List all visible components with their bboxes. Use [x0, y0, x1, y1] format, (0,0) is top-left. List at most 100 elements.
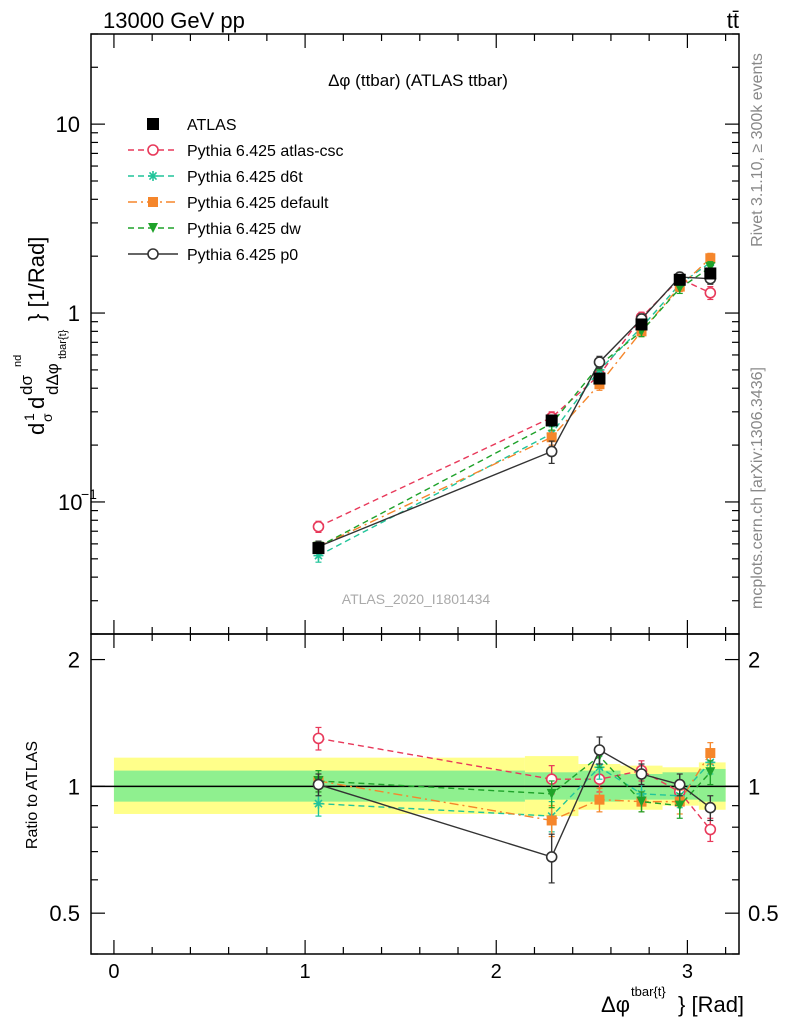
- main-line-default: [318, 257, 711, 548]
- ratio-point-p0-1: [545, 851, 558, 863]
- ratio-point-default-5: [705, 748, 716, 759]
- analysis-watermark: ATLAS_2020_I1801434: [342, 591, 491, 607]
- ratio-line-atlas_csc: [318, 737, 711, 830]
- ratio-point-dw-1: [546, 788, 557, 799]
- ratio-line-p0: [318, 749, 711, 858]
- main-point-default-5: [705, 253, 716, 264]
- main-line-dw: [318, 266, 711, 548]
- ratio-point-d6t-0-stroke-3: [314, 799, 323, 808]
- main-data-point-1: [545, 414, 558, 427]
- mcplots-reference-label: mcplots.cern.ch [arXiv:1306.3436]: [749, 367, 766, 609]
- y-label-frac-num: 1: [21, 413, 37, 421]
- legend-marker-data: [147, 118, 159, 130]
- ratio-point-default-2: [594, 794, 605, 805]
- ratio-point-dw-4: [674, 800, 685, 811]
- legend-label-p0: Pythia 6.425 p0: [187, 247, 298, 264]
- main-line-atlas_csc: [318, 277, 711, 528]
- x-label-superscript: tbar{t}: [631, 984, 666, 999]
- legend: ATLAS Pythia 6.425 atlas-csc Pythia 6.425 …: [128, 117, 344, 264]
- ratio-point-atlas_csc-0: [312, 732, 325, 745]
- main-ytick-label-0: 10−1: [58, 486, 97, 515]
- legend-marker-dw: [148, 223, 158, 233]
- main-point-default-1: [546, 432, 557, 443]
- ratio-point-default-1: [546, 815, 557, 826]
- legend-label-default: Pythia 6.425 default: [187, 195, 329, 212]
- ratio-point-p0-4: [673, 778, 686, 791]
- legend-entry-data: ATLAS: [147, 117, 237, 134]
- x-label-unit: } [Rad]: [678, 992, 744, 1017]
- main-point-atlas_csc-0: [312, 520, 325, 533]
- main-plot-title: Δφ (ttbar) (ATLAS ttbar): [328, 71, 508, 90]
- ratio-ytick-label-left-2: 2: [68, 648, 80, 673]
- legend-entry-atlas_csc: Pythia 6.425 atlas-csc: [128, 143, 344, 160]
- main-point-p0-2: [593, 356, 606, 368]
- y-label-d2: d: [24, 397, 49, 409]
- main-point-dw-4: [674, 283, 685, 294]
- main-axes: 10−1 1 10: [56, 33, 739, 635]
- legend-marker-d6t: [148, 171, 158, 181]
- x-axis-label: Δφ tbar{t} } [Rad]: [601, 984, 744, 1017]
- legend-label-dw: Pythia 6.425 dw: [187, 221, 301, 238]
- y-label-nd: nd: [12, 355, 24, 367]
- legend-marker-d6t-stroke-3: [148, 171, 158, 181]
- ratio-panel: 0.5 0.5 1 1 2 2 0 1 2 3 Ratio to ATLAS Δφ tbar{t}…: [24, 633, 779, 1017]
- ratio-plot-frame: [90, 633, 740, 955]
- ratio-y-axis-label: Ratio to ATLAS: [24, 741, 41, 849]
- y-label-d: d: [24, 423, 49, 435]
- legend-marker-p0: [147, 248, 159, 260]
- main-point-atlas_csc-5: [704, 286, 717, 299]
- main-line-p0: [318, 276, 711, 548]
- y-label-dsigma: dσ: [17, 375, 36, 395]
- main-data-point-2: [593, 372, 606, 385]
- ratio-point-dw-5: [705, 767, 716, 778]
- main-ytick-label-base-1: 1: [68, 301, 80, 326]
- rivet-version-label: Rivet 3.1.10, ≥ 300k events: [749, 53, 766, 247]
- ratio-point-dw-3: [636, 796, 647, 807]
- ratio-point-p0-3: [635, 768, 648, 780]
- main-plot-marks: [312, 252, 717, 563]
- main-point-dw-5: [705, 262, 716, 273]
- ratio-ytick-label-right-1: 1: [748, 774, 760, 799]
- main-panel: 10−1 1 10 Δφ (ttbar) (ATLAS ttbar) ATLAS_2…: [12, 33, 740, 635]
- main-ytick-label-2: 10: [56, 112, 80, 137]
- ratio-xtick-label-3: 3: [682, 961, 693, 983]
- ratio-ytick-label-left-1: 1: [68, 774, 80, 799]
- legend-label-d6t: Pythia 6.425 d6t: [187, 169, 303, 186]
- legend-label-atlas_csc: Pythia 6.425 atlas-csc: [187, 143, 344, 160]
- main-series-default: [313, 252, 716, 554]
- legend-entry-default: Pythia 6.425 default: [128, 195, 329, 212]
- legend-entry-p0: Pythia 6.425 p0: [128, 247, 298, 264]
- main-data-point-5: [704, 267, 717, 280]
- main-ytick-label-base-2: 10: [56, 112, 80, 137]
- legend-marker-atlas_csc: [147, 144, 159, 156]
- ratio-plot-marks: [312, 726, 717, 884]
- ratio-point-p0-5: [704, 801, 717, 814]
- legend-marker-default: [148, 197, 158, 207]
- ratio-point-p0-0: [312, 778, 325, 791]
- y-label-ddphi: dΔφ: [43, 363, 62, 395]
- ratio-xtick-label-2: 2: [491, 961, 502, 983]
- ratio-ytick-label-right-0.5: 0.5: [748, 901, 779, 926]
- main-point-p0-1: [545, 445, 558, 458]
- ratio-point-p0-2: [593, 744, 606, 756]
- ratio-point-atlas_csc-5: [704, 823, 717, 836]
- main-series-data: [312, 267, 717, 555]
- header-energy-label: 13000 GeV pp: [103, 8, 245, 33]
- ratio-series-p0: [312, 736, 717, 884]
- ratio-axes: 0.5 0.5 1 1 2 2 0 1 2 3: [49, 634, 779, 983]
- ratio-point-d6t-0: [313, 798, 324, 809]
- y-label-unit: } [1/Rad]: [24, 237, 49, 321]
- main-series-dw: [313, 261, 716, 554]
- main-data-point-0: [312, 542, 325, 555]
- main-line-d6t: [318, 262, 711, 557]
- legend-entry-dw: Pythia 6.425 dw: [128, 221, 301, 238]
- main-data-point-4: [673, 273, 686, 286]
- legend-label-data: ATLAS: [187, 117, 237, 134]
- ratio-ytick-label-left-0.5: 0.5: [49, 901, 80, 926]
- ratio-line-default: [318, 752, 711, 822]
- ratio-xtick-label-0: 0: [108, 961, 119, 983]
- ratio-line-dw: [318, 755, 711, 807]
- x-label-dphi: Δφ: [601, 992, 630, 1017]
- main-ytick-label-exp-0: −1: [81, 486, 97, 502]
